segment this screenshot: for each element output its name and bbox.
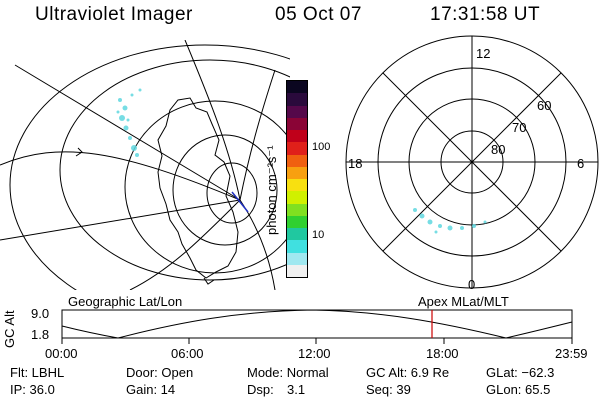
- colorbar-segment: [287, 179, 307, 192]
- colorbar-segment: [287, 240, 307, 253]
- glon-info: GLon: 65.5: [486, 382, 551, 397]
- colorbar-segment: [287, 154, 307, 167]
- timeline-ymax: 9.0: [31, 306, 50, 321]
- timeline-xtick-0: 00:00: [45, 346, 78, 361]
- altitude-curve: [61, 309, 573, 339]
- dsp-value: 3.1: [287, 382, 306, 397]
- colorbar-segment: [287, 166, 307, 179]
- colorbar-segment: [287, 93, 307, 106]
- mlt-label-0: 0: [468, 277, 476, 292]
- gain-info: Gain: 14: [126, 382, 176, 397]
- mlt-label-12: 12: [476, 46, 491, 61]
- colorbar-segment: [287, 191, 307, 204]
- colorbar-segment: [287, 105, 307, 118]
- timeline-xtick-4: 23:59: [555, 346, 588, 361]
- colorbar: [286, 80, 308, 278]
- colorbar-segment: [287, 215, 307, 228]
- time-label: 17:31:58 UT: [430, 4, 541, 25]
- polar-plot: [345, 35, 599, 289]
- longitude-lines: [0, 40, 276, 290]
- aurora-speckle: [116, 88, 142, 157]
- date-label: 05 Oct 07: [275, 4, 362, 25]
- colorbar-segment: [287, 252, 307, 265]
- gc-alt-info: GC Alt: 6.9 Re: [366, 365, 450, 380]
- timeline-ticks: [61, 338, 573, 344]
- coast-detail: [203, 277, 215, 285]
- timeline-ymin: 1.8: [31, 327, 50, 342]
- mlt-label-18: 18: [348, 156, 363, 171]
- filter-info: Flt: LBHL: [10, 365, 65, 380]
- mlat-label-70: 70: [512, 120, 527, 135]
- instrument-title: Ultraviolet Imager: [35, 4, 193, 25]
- colorbar-segment: [287, 228, 307, 241]
- mlat-label-60: 60: [537, 98, 552, 113]
- pointing-vector: [231, 191, 249, 213]
- glat-info: GLat: −62.3: [486, 365, 555, 380]
- mlt-label-6: 6: [577, 156, 585, 171]
- seq-info: Seq: 39: [366, 382, 411, 397]
- timeline-right-title: Apex MLat/MLT: [418, 294, 509, 309]
- colorbar-segment: [287, 117, 307, 130]
- timeline-xtick-1: 06:00: [171, 346, 204, 361]
- timeline-left-title: Geographic Lat/Lon: [68, 294, 183, 309]
- timeline-xtick-2: 12:00: [298, 346, 331, 361]
- polar-aurora: [413, 208, 487, 234]
- mlat-label-80: 80: [491, 142, 506, 157]
- colorbar-tick-100: 100: [312, 141, 331, 153]
- timeline-xtick-3: 18:00: [426, 346, 459, 361]
- island-outline: [75, 147, 83, 157]
- colorbar-segment: [287, 203, 307, 216]
- mode-info: Mode: Normal: [247, 365, 329, 380]
- dsp-label: Dsp:: [247, 382, 274, 397]
- colorbar-segment: [287, 264, 307, 277]
- colorbar-tick-10: 10: [312, 229, 325, 241]
- colorbar-segment: [287, 81, 307, 94]
- door-info: Door: Open: [126, 365, 194, 380]
- colorbar-segment: [287, 142, 307, 155]
- continent-outline: [157, 97, 239, 279]
- colorbar-segment: [287, 130, 307, 143]
- ip-info: IP: 36.0: [10, 382, 55, 397]
